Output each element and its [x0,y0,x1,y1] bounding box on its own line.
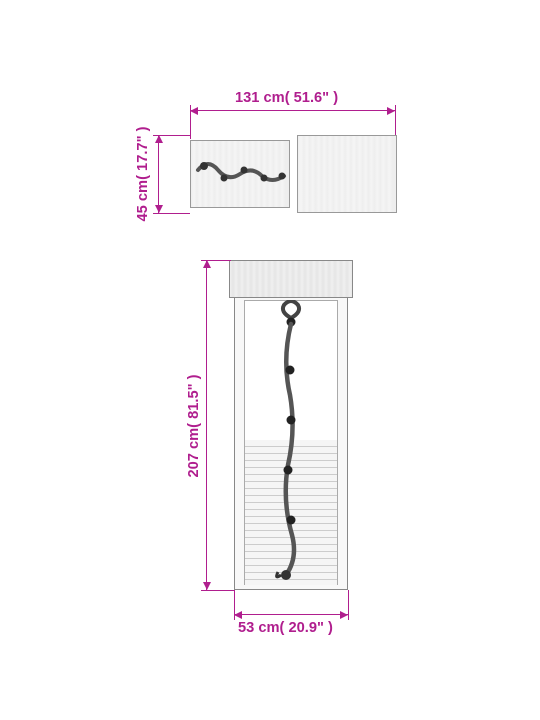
dim-front-height-label: 207 cm( 81.5" ) [186,361,202,491]
dim-front-width-arrow [234,614,348,615]
dim-top-width-label: 131 cm( 51.6" ) [235,90,338,106]
dim-top-height-tick-t [153,135,190,136]
dim-front-width-tick-l [234,590,235,620]
dim-top-height-tick-b [153,213,190,214]
dim-front-height-tick-t [201,260,231,261]
dim-front-height-arrow [206,260,207,590]
dim-front-width-tick-r [348,590,349,620]
top-view-right-panel [297,135,397,213]
dim-top-width-tick-l [190,105,191,139]
dim-top-width-tick-r [395,105,396,135]
dim-front-width-label: 53 cm( 20.9" ) [238,620,333,636]
dim-top-height-label: 45 cm( 17.7" ) [135,119,151,229]
top-view-rope [190,140,290,208]
diagram-canvas: 131 cm( 51.6" ) 45 cm( 17.7" ) [0,0,540,720]
dim-top-width-arrow [190,110,395,111]
dim-front-height-tick-b [201,590,234,591]
dim-top-height-arrow [158,135,159,213]
front-view-rope [244,300,338,585]
front-view-top-block [229,260,353,298]
